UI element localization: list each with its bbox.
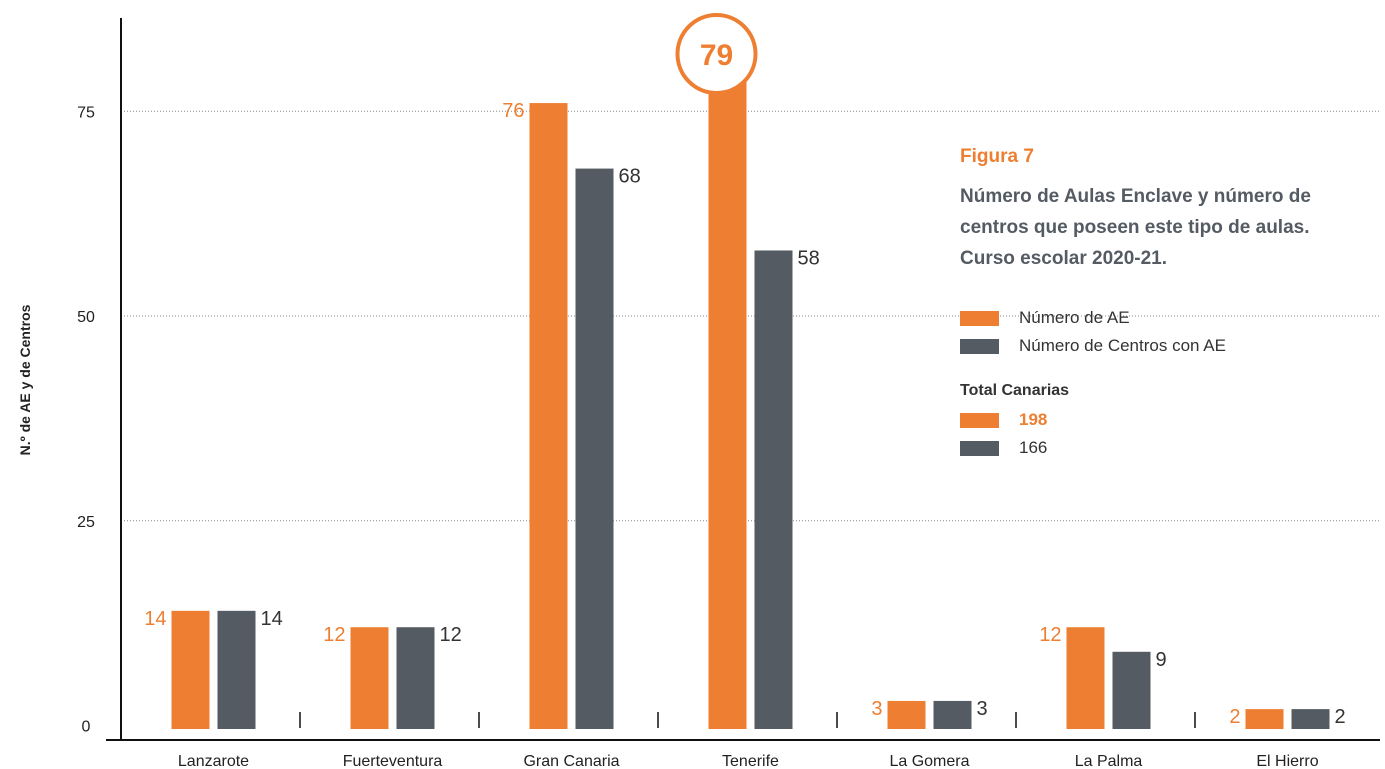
figure-panel: Figura 7 Número de Aulas Enclave y númer…	[960, 145, 1370, 462]
data-label: 58	[798, 247, 820, 269]
y-tick-label: 75	[77, 104, 95, 121]
figure-title-line: Número de Aulas Enclave y número de	[960, 186, 1311, 207]
data-label: 14	[144, 608, 166, 630]
figure-label: Figura 7	[960, 146, 1034, 167]
y-tick-label: 50	[77, 309, 95, 326]
legend-label: Número de Centros con AE	[1019, 336, 1226, 355]
data-label: 68	[619, 166, 641, 188]
category-label: La Gomera	[889, 753, 969, 769]
bar-num-ae	[171, 610, 210, 729]
data-labels: 14 14 12 12 76 68 58 3 3 12 9 2 2 79	[144, 13, 1346, 728]
data-label: 12	[1039, 624, 1061, 646]
total-value: 198	[1019, 410, 1048, 429]
total-swatch-orange	[960, 412, 999, 428]
legend-label: Número de AE	[1019, 308, 1130, 327]
bar-num-ae	[1245, 709, 1284, 729]
figure-title-line: centros que poseen este tipo de aulas.	[960, 217, 1310, 238]
totals-title: Total Canarias	[960, 382, 1070, 399]
data-label: 9	[1156, 649, 1167, 671]
bar-num-centros	[575, 168, 614, 729]
y-tick-label: 0	[82, 719, 91, 736]
bar-num-ae	[1066, 627, 1105, 729]
figure-title: Número de Aulas Enclave y número de cent…	[960, 181, 1370, 274]
y-tick-label: 25	[77, 514, 95, 531]
legend-swatch-gray	[960, 338, 999, 354]
figure-title-line: Curso escolar 2020-21.	[960, 248, 1168, 269]
bar-num-centros	[1291, 709, 1330, 729]
legend: Número de AE Número de Centros con AE	[960, 304, 1370, 360]
bar-num-ae	[887, 700, 926, 729]
total-value: 166	[1019, 438, 1048, 457]
total-item: 166	[960, 434, 1370, 462]
category-label: Gran Canaria	[523, 753, 619, 769]
bar-num-ae	[708, 78, 747, 730]
category-label: Tenerife	[722, 753, 779, 769]
data-label: 76	[502, 100, 524, 122]
data-label: 2	[1335, 706, 1346, 728]
category-label: Lanzarote	[178, 753, 249, 769]
legend-swatch-orange	[960, 310, 999, 326]
data-label: 14	[261, 608, 283, 630]
data-label: 12	[323, 624, 345, 646]
y-axis-label: N.º de AE y de Centros	[17, 304, 33, 455]
bar-num-centros	[1112, 651, 1151, 729]
category-label: Fuerteventura	[343, 753, 443, 769]
bar-num-centros	[396, 627, 435, 729]
total-item: 198	[960, 406, 1370, 434]
bar-num-ae	[529, 103, 568, 729]
data-label: 12	[440, 624, 462, 646]
bar-num-centros	[754, 250, 793, 730]
bar-num-centros	[933, 700, 972, 729]
category-label: El Hierro	[1256, 753, 1318, 769]
bar-num-centros	[217, 610, 256, 729]
data-label: 3	[977, 698, 988, 720]
data-label: 2	[1229, 706, 1240, 728]
highlight-label: 79	[700, 39, 733, 72]
bars	[171, 78, 1330, 730]
highlight-circle	[675, 13, 758, 95]
legend-item: Número de AE	[960, 304, 1370, 332]
axes: 0 25 50 75 Lanzarote Fuerteventura Gran Canari…	[77, 18, 1380, 769]
data-label: 3	[871, 698, 882, 720]
bar-num-ae	[350, 627, 389, 729]
total-swatch-gray	[960, 440, 999, 456]
category-label: La Palma	[1075, 753, 1143, 769]
legend-item: Número de Centros con AE	[960, 332, 1370, 360]
